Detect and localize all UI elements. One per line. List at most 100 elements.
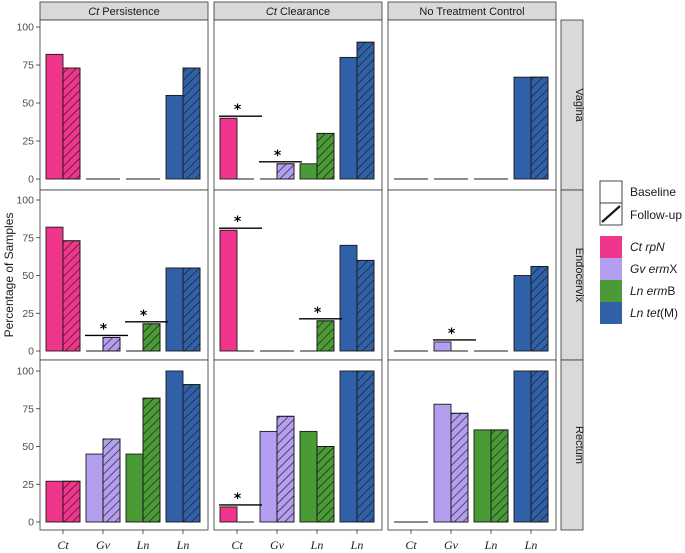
y-tick-label: 25: [22, 308, 34, 320]
x-category-label-persist-0: Ct: [57, 538, 69, 552]
bar-hatch-persist-rectum-g3: [182, 384, 201, 523]
bar-persist-endocervix-g3-baseline: [165, 267, 184, 352]
legend-label-target-1: Gv ermX: [630, 262, 677, 276]
bar-clear-endocervix-g3-baseline: [339, 244, 358, 352]
bar-hatch-persist-vagina-g3: [182, 67, 201, 180]
legend-key-target-2: [600, 280, 622, 302]
bar-hatch-persist-rectum-g1: [102, 438, 121, 523]
bar-persist-vagina-g3-baseline: [165, 94, 184, 180]
significance-star: *: [100, 321, 108, 337]
column-strip-label-clear: Ct Clearance: [266, 6, 330, 18]
y-tick-label: 100: [16, 366, 34, 378]
legend-label-baseline: Baseline: [630, 185, 676, 199]
bar-clear-rectum-g2-baseline: [299, 430, 318, 523]
row-strip-label-vagina: Vagina: [573, 88, 585, 122]
y-tick-label: 50: [22, 98, 34, 110]
bar-clear-vagina-g2-baseline: [299, 163, 318, 180]
y-tick-label: 0: [28, 346, 34, 358]
y-tick-label: 100: [16, 22, 34, 34]
x-category-label-persist-2: Ln: [136, 538, 150, 552]
legend-label-followup: Follow-up: [630, 208, 682, 222]
bar-ntc-vagina-g3-baseline: [513, 76, 532, 180]
bar-hatch-persist-endocervix-g0: [62, 240, 81, 352]
y-tick-label: 75: [22, 60, 34, 72]
bar-hatch-persist-endocervix-g2: [142, 323, 161, 352]
y-tick-label: 25: [22, 479, 34, 491]
column-strip-label-persist: Ct Persistence: [88, 6, 160, 18]
bar-hatch-persist-rectum-g0: [62, 480, 81, 523]
x-category-label-persist-3: Ln: [176, 538, 190, 552]
y-tick-label: 50: [22, 270, 34, 282]
bar-ntc-rectum-g3-baseline: [513, 370, 532, 523]
x-category-label-clear-3: Ln: [350, 538, 364, 552]
bar-hatch-ntc-rectum-g1: [450, 412, 469, 523]
bar-hatch-ntc-rectum-g3: [530, 370, 549, 523]
y-tick-label: 25: [22, 136, 34, 148]
row-strip-label-endocervix: Endocervix: [573, 248, 585, 303]
y-tick-label: 75: [22, 232, 34, 244]
bar-clear-rectum-g0-baseline: [219, 506, 238, 523]
x-category-label-persist-1: Gv: [96, 538, 111, 552]
legend-key-target-3: [600, 302, 622, 324]
bar-clear-endocervix-g0-baseline: [219, 229, 238, 352]
bar-persist-rectum-g0-baseline: [45, 480, 64, 523]
y-tick-label: 0: [28, 517, 34, 529]
bar-hatch-persist-vagina-g0: [62, 67, 81, 180]
bar-clear-vagina-g0-baseline: [219, 117, 238, 180]
y-axis-title: Percentage of Samples: [2, 213, 16, 338]
y-tick-label: 75: [22, 403, 34, 415]
bar-hatch-ntc-rectum-g2: [490, 429, 509, 523]
bar-hatch-clear-rectum-g1: [276, 415, 295, 523]
bar-persist-rectum-g3-baseline: [165, 370, 184, 523]
bar-ntc-endocervix-g3-baseline: [513, 275, 532, 352]
significance-star: *: [234, 102, 242, 118]
bar-hatch-clear-vagina-g2: [316, 132, 335, 180]
x-category-label-ntc-3: Ln: [524, 538, 538, 552]
bar-clear-rectum-g1-baseline: [259, 430, 278, 523]
significance-star: *: [274, 148, 282, 164]
legend-label-target-0: Ct rpN: [630, 240, 665, 254]
x-category-label-clear-1: Gv: [270, 538, 285, 552]
x-category-label-clear-0: Ct: [231, 538, 243, 552]
bar-persist-rectum-g2-baseline: [125, 453, 144, 523]
y-tick-label: 50: [22, 441, 34, 453]
bar-ntc-endocervix-g1-baseline: [433, 341, 452, 352]
bar-hatch-clear-vagina-g1: [276, 163, 295, 180]
y-tick-label: 100: [16, 195, 34, 207]
bar-clear-vagina-g3-baseline: [339, 56, 358, 180]
bar-hatch-persist-endocervix-g1: [102, 336, 121, 352]
legend-key-target-1: [600, 258, 622, 280]
row-strip-label-rectum: Rectum: [573, 426, 585, 464]
bar-hatch-persist-endocervix-g3: [182, 267, 201, 352]
significance-star: *: [234, 491, 242, 507]
x-category-label-ntc-2: Ln: [484, 538, 498, 552]
bar-hatch-persist-rectum-g2: [142, 397, 161, 523]
bar-persist-vagina-g0-baseline: [45, 53, 64, 180]
column-strip-label-ntc: No Treatment Control: [419, 6, 524, 18]
bar-hatch-ntc-vagina-g3: [530, 76, 549, 180]
significance-star: *: [234, 214, 242, 230]
bar-hatch-clear-rectum-g3: [356, 370, 375, 523]
bar-hatch-clear-vagina-g3: [356, 41, 375, 180]
legend-key-followup-hatch: [601, 205, 621, 223]
bar-persist-rectum-g1-baseline: [85, 453, 104, 523]
bar-hatch-ntc-endocervix-g3: [530, 265, 549, 352]
y-tick-label: 0: [28, 174, 34, 186]
bar-hatch-clear-endocervix-g2: [316, 320, 335, 352]
bar-persist-endocervix-g0-baseline: [45, 226, 64, 352]
x-category-label-ntc-0: Ct: [405, 538, 417, 552]
bar-hatch-clear-endocervix-g3: [356, 259, 375, 352]
bar-hatch-clear-rectum-g2: [316, 446, 335, 523]
bar-clear-rectum-g3-baseline: [339, 370, 358, 523]
x-category-label-ntc-1: Gv: [444, 538, 459, 552]
significance-star: *: [140, 308, 148, 324]
bar-ntc-rectum-g1-baseline: [433, 403, 452, 523]
legend-label-target-3: Ln tet(M): [630, 306, 678, 320]
x-category-label-clear-2: Ln: [310, 538, 324, 552]
legend-label-target-2: Ln ermB: [630, 284, 675, 298]
significance-star: *: [314, 305, 322, 321]
bar-ntc-rectum-g2-baseline: [473, 429, 492, 523]
row-strip-rectum: [560, 359, 584, 531]
legend-key-baseline: [599, 180, 623, 204]
